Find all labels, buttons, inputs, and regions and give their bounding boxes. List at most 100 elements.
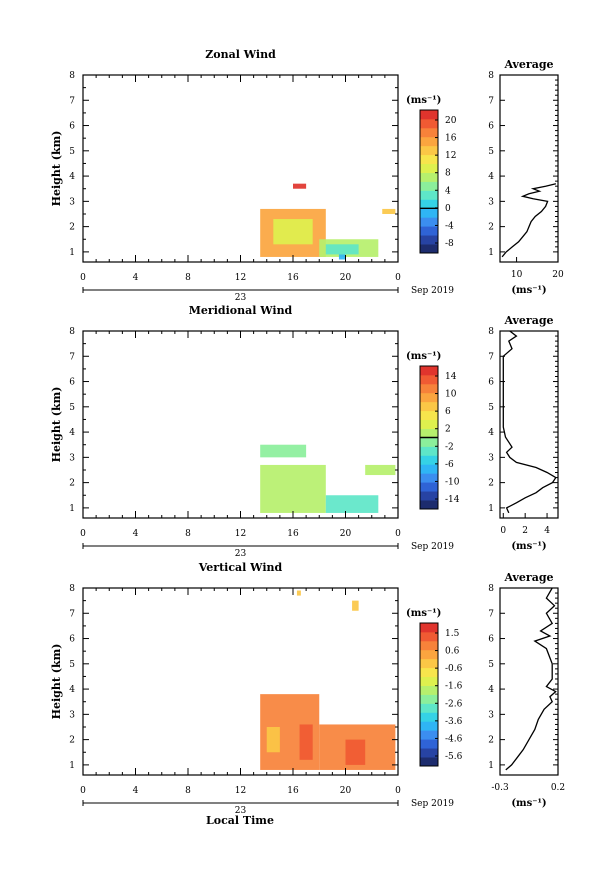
heatmap-cell [293,183,307,189]
colorbar-tick-label: 14 [445,372,457,382]
heatmap-cell [352,600,359,611]
average-y-tick-label: 3 [488,453,494,463]
colorbar-swatch [420,473,438,483]
average-y-tick-label: 6 [488,122,494,132]
panel-title: Meridional Wind [189,304,293,317]
colorbar-tick-label: -5.6 [445,752,463,762]
heatmap-cell [338,254,346,260]
x-tick-label: 12 [235,786,246,796]
average-x-label: (ms⁻¹) [511,285,546,296]
colorbar-tick-label: -2 [445,442,454,452]
colorbar-swatch [420,482,438,492]
average-y-tick-label: 7 [488,609,494,619]
colorbar-swatch [420,437,438,447]
x-tick-label: 0 [80,786,86,796]
heatmap-cell [325,244,359,255]
y-tick-label: 1 [69,504,75,514]
x-tick-label: 4 [133,273,139,283]
y-tick-label: 5 [69,403,75,413]
colorbar-swatch [420,712,438,722]
average-frame [499,74,559,263]
colorbar-swatch [420,154,438,165]
average-x-tick-label: 20 [552,270,564,280]
colorbar-swatch [420,631,438,642]
colorbar-swatch [420,464,438,474]
y-tick-label: 5 [69,660,75,670]
heatmap-cell [296,590,301,596]
y-tick-label: 7 [69,96,75,106]
colorbar-swatch [420,366,438,376]
colorbar-swatch [420,136,438,147]
colorbar-swatch [420,110,438,120]
colorbar-swatch [420,694,438,704]
day-label: 23 [235,549,247,559]
colorbar-swatch [420,190,438,200]
colorbar-swatch [420,163,438,173]
colorbar-swatch [420,181,438,191]
colorbar-tick-label: 20 [445,116,457,126]
average-y-tick-label: 8 [488,71,494,81]
average-y-tick-label: 1 [488,248,494,258]
y-tick-label: 8 [69,327,75,337]
colorbar-swatch [420,667,438,678]
y-tick-label: 6 [69,122,75,132]
y-tick-label: 6 [69,635,75,645]
plot-frame [82,330,399,519]
x-tick-label: 16 [287,529,299,539]
average-x-tick-label: 0.2 [551,783,565,793]
average-x-label: (ms⁻¹) [511,798,546,809]
x-tick-label: 20 [340,529,352,539]
date-label: Sep 2019 [411,286,454,296]
colorbar-swatch [420,491,438,501]
colorbar-swatch [420,208,438,218]
average-x-tick-label: 4 [544,526,550,536]
x-tick-label: 20 [340,786,352,796]
y-tick-label: 2 [69,223,75,233]
average-y-tick-label: 5 [488,660,494,670]
y-tick-label: 8 [69,584,75,594]
colorbar-swatch [420,721,438,731]
x-tick-label: 8 [185,786,191,796]
colorbar-swatch [420,392,438,403]
average-x-tick-label: 10 [511,270,523,280]
colorbar-swatch [420,172,438,182]
y-tick-label: 1 [69,761,75,771]
date-label: Sep 2019 [411,542,454,552]
colorbar-swatch [420,419,438,429]
colorbar-swatch [420,244,438,254]
average-profile-line [502,330,557,514]
y-axis-label: Height (km) [50,131,63,207]
x-tick-label: 8 [185,529,191,539]
colorbar-tick-label: -3.6 [445,717,463,727]
y-tick-label: 2 [69,479,75,489]
colorbar-swatch [420,623,438,633]
colorbar-tick-label: -2.6 [445,699,463,709]
colorbar-swatch [420,703,438,713]
x-tick-label: 0 [395,273,401,283]
heatmap-cell [266,726,280,753]
colorbar-swatch [420,235,438,245]
average-y-tick-label: 8 [488,327,494,337]
colorbar-tick-label: -1.6 [445,682,463,692]
colorbar-tick-label: -8 [445,239,454,249]
average-y-tick-label: 6 [488,635,494,645]
heatmap-cell [382,208,396,214]
colorbar-tick-label: 10 [445,390,457,400]
average-profile-line [505,587,557,771]
colorbar-swatch [420,500,438,510]
colorbar-swatch [420,226,438,236]
y-tick-label: 3 [69,710,75,720]
average-y-tick-label: 4 [488,428,494,438]
y-tick-label: 5 [69,147,75,157]
x-tick-label: 20 [340,273,352,283]
y-axis-label: Height (km) [50,644,63,720]
average-x-tick-label: 2 [522,526,528,536]
x-tick-label: 0 [395,529,401,539]
heatmap-cell [260,464,326,513]
colorbar-tick-label: 16 [445,134,457,144]
colorbar-frame [419,109,439,254]
colorbar-swatch [420,455,438,465]
y-axis-label: Height (km) [50,387,63,463]
